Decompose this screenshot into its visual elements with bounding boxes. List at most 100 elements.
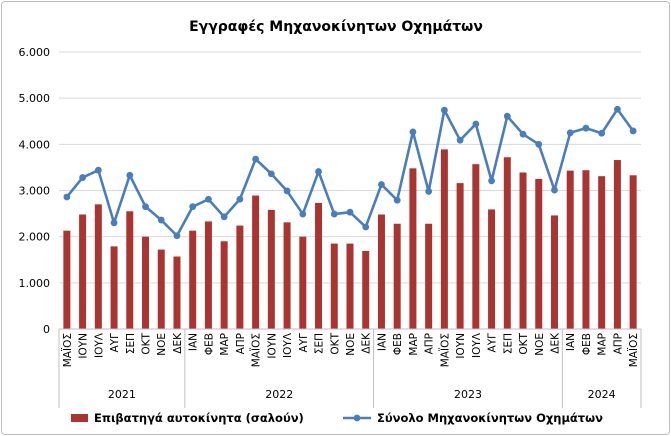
x-tick-label: ΝΟΕ xyxy=(156,333,168,356)
bar xyxy=(456,183,464,329)
x-tick-label: ΝΟΕ xyxy=(345,333,357,356)
x-tick-label: ΣΕΠ xyxy=(502,333,514,354)
total-point xyxy=(425,188,433,195)
bar xyxy=(393,223,401,329)
x-tick-label: ΙΟΥΝ xyxy=(266,333,278,359)
x-tick-label: ΙΑΝ xyxy=(565,333,577,351)
x-tick-label: ΑΠΡ xyxy=(235,333,247,354)
total-point xyxy=(488,177,495,185)
total-point xyxy=(503,112,511,120)
total-point xyxy=(535,140,543,148)
bar xyxy=(63,230,71,329)
x-tick-label: ΑΠΡ xyxy=(424,333,436,354)
x-tick-label: ΦΕΒ xyxy=(203,333,215,355)
legend-bar-swatch xyxy=(71,414,88,422)
y-tick-label: 4.000 xyxy=(19,138,51,151)
bar xyxy=(315,202,323,329)
x-tick-label: ΜΑΡ xyxy=(597,333,609,356)
x-tick-label: ΣΕΠ xyxy=(125,333,137,354)
x-tick-label: ΙΑΝ xyxy=(188,333,200,351)
total-point xyxy=(472,120,480,128)
x-tick-label: ΜΑΡ xyxy=(408,333,420,356)
total-point xyxy=(378,181,385,188)
y-tick-label: 3.000 xyxy=(19,185,51,198)
total-point xyxy=(267,170,275,178)
bar xyxy=(503,157,511,329)
x-tick-label: ΙΟΥΛ xyxy=(471,332,483,358)
total-point xyxy=(315,168,322,175)
bar xyxy=(550,215,558,329)
bar xyxy=(157,249,165,329)
y-tick-label: 2.000 xyxy=(19,231,51,244)
bar xyxy=(472,164,480,329)
year-label: 2024 xyxy=(588,388,616,401)
x-tick-label: ΑΥΓ xyxy=(109,333,121,353)
bar xyxy=(94,204,102,329)
bar xyxy=(613,160,621,329)
total-point xyxy=(346,208,354,216)
total-point xyxy=(582,124,590,132)
bar xyxy=(252,195,260,329)
bar xyxy=(220,241,228,329)
bar xyxy=(582,170,590,329)
bar xyxy=(189,230,197,329)
x-tick-label: ΜΑΪΟΣ xyxy=(61,333,74,367)
total-point xyxy=(63,193,71,201)
bar xyxy=(204,221,212,329)
bar xyxy=(488,209,496,329)
year-label: 2022 xyxy=(265,388,293,401)
total-point xyxy=(94,166,102,174)
total-point xyxy=(551,186,558,194)
year-label: 2021 xyxy=(108,388,136,401)
y-tick-label: 0 xyxy=(43,323,50,336)
total-point xyxy=(456,136,464,144)
total-point xyxy=(157,216,165,224)
x-tick-label: ΜΑΪΟΣ xyxy=(250,333,263,367)
bar xyxy=(362,250,370,329)
total-point xyxy=(173,232,181,240)
bar xyxy=(110,246,118,329)
bar xyxy=(79,214,87,329)
bar xyxy=(267,209,275,329)
total-point xyxy=(330,210,338,218)
y-tick-label: 6.000 xyxy=(19,46,51,59)
total-point xyxy=(283,187,291,195)
bar xyxy=(142,236,150,329)
total-point xyxy=(409,128,417,136)
x-tick-label: ΔΕΚ xyxy=(172,332,184,354)
x-tick-label: ΔΕΚ xyxy=(549,332,561,354)
x-tick-label: ΜΑΪΟΣ xyxy=(627,333,640,367)
x-tick-label: ΣΕΠ xyxy=(314,333,326,354)
bar xyxy=(425,223,433,329)
y-tick-label: 5.000 xyxy=(19,92,51,105)
x-tick-label: ΑΠΡ xyxy=(612,333,624,354)
x-tick-label: ΙΑΝ xyxy=(376,333,388,351)
bar xyxy=(173,256,181,329)
bar xyxy=(299,236,307,329)
bar xyxy=(236,225,244,329)
bar xyxy=(440,149,448,329)
x-tick-label: ΟΚΤ xyxy=(329,332,341,354)
total-point xyxy=(566,129,574,137)
x-tick-label: ΝΟΕ xyxy=(534,333,546,356)
total-point xyxy=(236,195,244,203)
x-tick-label: ΜΑΪΟΣ xyxy=(438,333,451,367)
total-point xyxy=(142,203,149,211)
total-point xyxy=(519,130,527,138)
x-tick-label: ΜΑΡ xyxy=(219,333,231,356)
bar xyxy=(629,175,637,329)
bar xyxy=(519,172,527,329)
bar xyxy=(409,168,417,329)
x-tick-label: ΑΥΓ xyxy=(487,333,499,353)
x-tick-label: ΟΚΤ xyxy=(518,332,530,354)
bar xyxy=(535,178,543,329)
bar xyxy=(346,243,354,329)
legend-label: Σύνολο Μηχανοκίνητων Οχημάτων xyxy=(377,411,603,425)
legend-line-marker xyxy=(353,414,361,422)
x-tick-label: ΙΟΥΛ xyxy=(282,332,294,358)
chart-title: Εγγραφές Μηχανοκίνητων Οχημάτων xyxy=(189,19,483,35)
total-point xyxy=(598,129,606,137)
bar xyxy=(126,211,134,329)
x-tick-label: ΙΟΥΛ xyxy=(93,332,105,358)
